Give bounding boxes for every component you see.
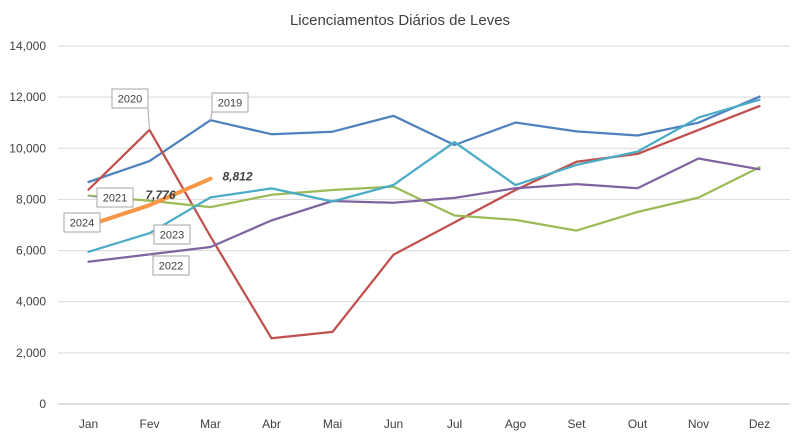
series-name-label: 2022: [159, 261, 183, 273]
y-tick-label: 6,000: [16, 244, 46, 258]
series-line-2023: [87, 98, 761, 253]
y-axis-ticks: 0 2,000 4,000 6,000 8,000 10,000 12,000 14,000: [9, 39, 46, 411]
x-tick-label: Ago: [505, 417, 527, 431]
x-tick-label: Out: [628, 417, 648, 431]
series-name-label: 2024: [70, 218, 94, 230]
series-name-label: 2023: [160, 230, 184, 242]
y-tick-label: 10,000: [9, 141, 46, 155]
series-line-2020: [87, 104, 761, 340]
data-labels: 7,776 8,812: [146, 170, 253, 202]
y-tick-label: 0: [39, 397, 46, 411]
series-name-label: 2019: [218, 98, 242, 110]
x-tick-label: Jan: [79, 417, 98, 431]
x-tick-label: Dez: [749, 417, 770, 431]
series-line-2022: [87, 157, 761, 263]
callout-leader: [147, 107, 150, 130]
callout-leader: [210, 111, 213, 121]
series-line-2019: [87, 95, 761, 184]
callout-box: [111, 88, 149, 109]
x-tick-label: Nov: [688, 417, 709, 431]
y-tick-label: 14,000: [9, 39, 46, 53]
x-tick-label: Jun: [384, 417, 403, 431]
x-tick-label: Abr: [262, 417, 281, 431]
y-tick-label: 2,000: [16, 346, 46, 360]
callout-box: [96, 187, 134, 208]
series-callouts: 2020 2019 2021 2024 2023 2022: [63, 88, 249, 276]
callout-leader: [149, 232, 155, 235]
chart-title: Licenciamentos Diários de Leves: [290, 12, 510, 29]
callout-box: [153, 224, 191, 245]
y-tick-label: 8,000: [16, 192, 46, 206]
series-name-label: 2020: [118, 94, 142, 106]
x-tick-label: Set: [567, 417, 586, 431]
x-tick-label: Mai: [323, 417, 342, 431]
series-name-label: 2021: [103, 193, 127, 205]
callout-leader: [88, 195, 98, 198]
y-tick-label: 4,000: [16, 295, 46, 309]
x-tick-label: Mar: [200, 417, 221, 431]
callout-box: [211, 92, 249, 113]
callout-leader: [149, 253, 154, 257]
callout-box: [63, 212, 101, 233]
series-line-2024: [86, 176, 213, 228]
series-lines: [86, 95, 761, 340]
y-tick-label: 12,000: [9, 90, 46, 104]
x-tick-label: Jul: [447, 417, 462, 431]
data-label: 8,812: [223, 170, 253, 184]
data-label: 7,776: [146, 188, 176, 202]
callout-box: [152, 255, 190, 276]
x-axis-ticks: Jan Fev Mar Abr Mai Jun Jul Ago Set Out Nov Dez: [79, 417, 770, 431]
x-tick-label: Fev: [139, 417, 159, 431]
